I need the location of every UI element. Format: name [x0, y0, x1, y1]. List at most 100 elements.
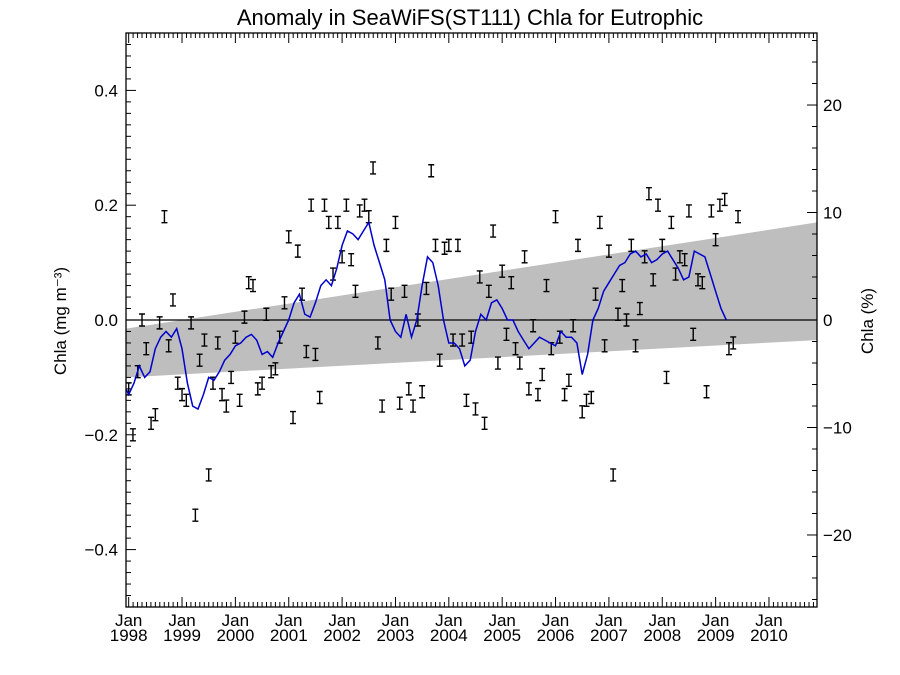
anomaly-point — [641, 250, 648, 264]
anomaly-point — [712, 232, 719, 247]
x-tick-year-label: 2000 — [216, 626, 254, 645]
x-tick-year-label: 2007 — [590, 626, 628, 645]
anomaly-point — [139, 313, 146, 327]
anomaly-point — [201, 333, 208, 347]
anomaly-point — [645, 187, 652, 201]
anomaly-point — [601, 339, 608, 353]
anomaly-point — [494, 356, 501, 370]
anomaly-point — [472, 402, 479, 416]
anomaly-point — [192, 508, 199, 522]
anomaly-point — [419, 385, 426, 399]
right-y-tick-label: 0 — [823, 311, 832, 330]
x-tick-year-label: 2010 — [750, 626, 788, 645]
anomaly-point — [294, 244, 301, 258]
left-y-tick-label: 0.2 — [94, 196, 118, 215]
x-tick-month-label: Jan — [595, 611, 622, 630]
anomaly-point — [379, 399, 386, 413]
anomaly-point — [290, 410, 297, 425]
anomaly-point — [365, 209, 372, 224]
anomaly-point — [454, 238, 461, 253]
anomaly-point — [490, 224, 497, 238]
anomaly-point — [405, 382, 412, 396]
anomaly-point — [690, 327, 697, 342]
left-y-tick-label: −0.2 — [84, 426, 118, 445]
anomaly-point — [156, 316, 163, 330]
left-y-tick-label: −0.4 — [84, 541, 118, 560]
anomaly-point — [348, 253, 355, 267]
anomaly-point — [730, 336, 737, 350]
anomaly-point — [196, 353, 203, 367]
right-y-tick-label: −20 — [823, 526, 852, 545]
anomaly-point — [383, 238, 390, 253]
anomaly-point — [249, 278, 256, 293]
anomaly-point — [223, 399, 230, 413]
anomaly-point — [299, 287, 306, 301]
left-y-tick-labels: −0.4 −0.2 0.0 0.2 0.4 — [84, 81, 118, 559]
anomaly-point — [508, 275, 515, 290]
anomaly-point — [321, 198, 328, 212]
anomaly-point — [543, 278, 550, 293]
anomaly-point — [245, 275, 252, 290]
anomaly-point — [356, 204, 363, 218]
anomaly-point — [481, 416, 488, 431]
running-mean-line — [125, 220, 727, 411]
anomaly-point — [725, 342, 732, 356]
anomaly-point — [352, 284, 359, 298]
anomaly-point — [636, 301, 643, 316]
x-tick-month-label: Jan — [488, 611, 515, 630]
anomaly-point — [143, 342, 150, 356]
anomaly-point — [188, 316, 195, 330]
anomaly-point — [268, 364, 275, 379]
anomaly-point — [428, 164, 435, 178]
anomaly-point — [614, 307, 621, 321]
anomaly-point — [579, 405, 586, 419]
anomaly-point — [699, 275, 706, 290]
anomaly-point — [485, 284, 492, 298]
anomaly-point — [281, 296, 288, 310]
left-y-axis-label: Chla (mg m⁻³) — [51, 267, 70, 375]
x-tick-month-label: Jan — [649, 611, 676, 630]
anomaly-point — [205, 468, 212, 482]
x-tick-month-label: Jan — [275, 611, 302, 630]
x-tick-month-label: Jan — [702, 611, 729, 630]
anomaly-point — [628, 238, 635, 253]
running-mean-layer — [125, 220, 727, 411]
anomaly-point — [228, 370, 235, 385]
anomaly-point — [410, 399, 417, 413]
anomaly-point — [232, 330, 239, 344]
anomaly-point — [583, 393, 590, 408]
anomaly-point — [165, 339, 172, 353]
anomaly-point — [721, 192, 728, 207]
anomaly-point — [668, 215, 675, 230]
x-tick-year-label: 1998 — [110, 626, 148, 645]
x-tick-year-label: 2004 — [430, 626, 468, 645]
anomaly-point — [588, 390, 595, 405]
anomaly-point — [445, 238, 452, 253]
anomaly-point — [695, 273, 702, 287]
anomaly-point — [676, 250, 683, 264]
anomaly-point — [685, 204, 692, 218]
anomaly-point — [241, 310, 248, 324]
right-y-tick-label: −10 — [823, 418, 852, 437]
anomaly-point — [303, 344, 310, 359]
anomaly-point — [610, 468, 617, 482]
anomaly-point — [308, 198, 315, 212]
anomaly-point — [259, 376, 266, 390]
x-tick-year-label: 2006 — [537, 626, 575, 645]
anomaly-point — [236, 393, 243, 408]
tick-marks — [126, 32, 817, 608]
anomaly-point — [388, 287, 395, 301]
x-tick-month-label: Jan — [435, 611, 462, 630]
right-y-axis-label: Chla (%) — [858, 288, 877, 354]
anomaly-point — [592, 287, 599, 301]
anomaly-point — [441, 241, 448, 255]
left-y-tick-label: 0.0 — [94, 311, 118, 330]
anomaly-point — [334, 215, 341, 230]
anomaly-point — [512, 342, 519, 356]
x-tick-month-label: Jan — [755, 611, 782, 630]
monthly-anomaly-points — [125, 161, 742, 522]
anomaly-point — [316, 390, 323, 405]
anomaly-point — [654, 198, 661, 212]
anomaly-point — [708, 204, 715, 218]
